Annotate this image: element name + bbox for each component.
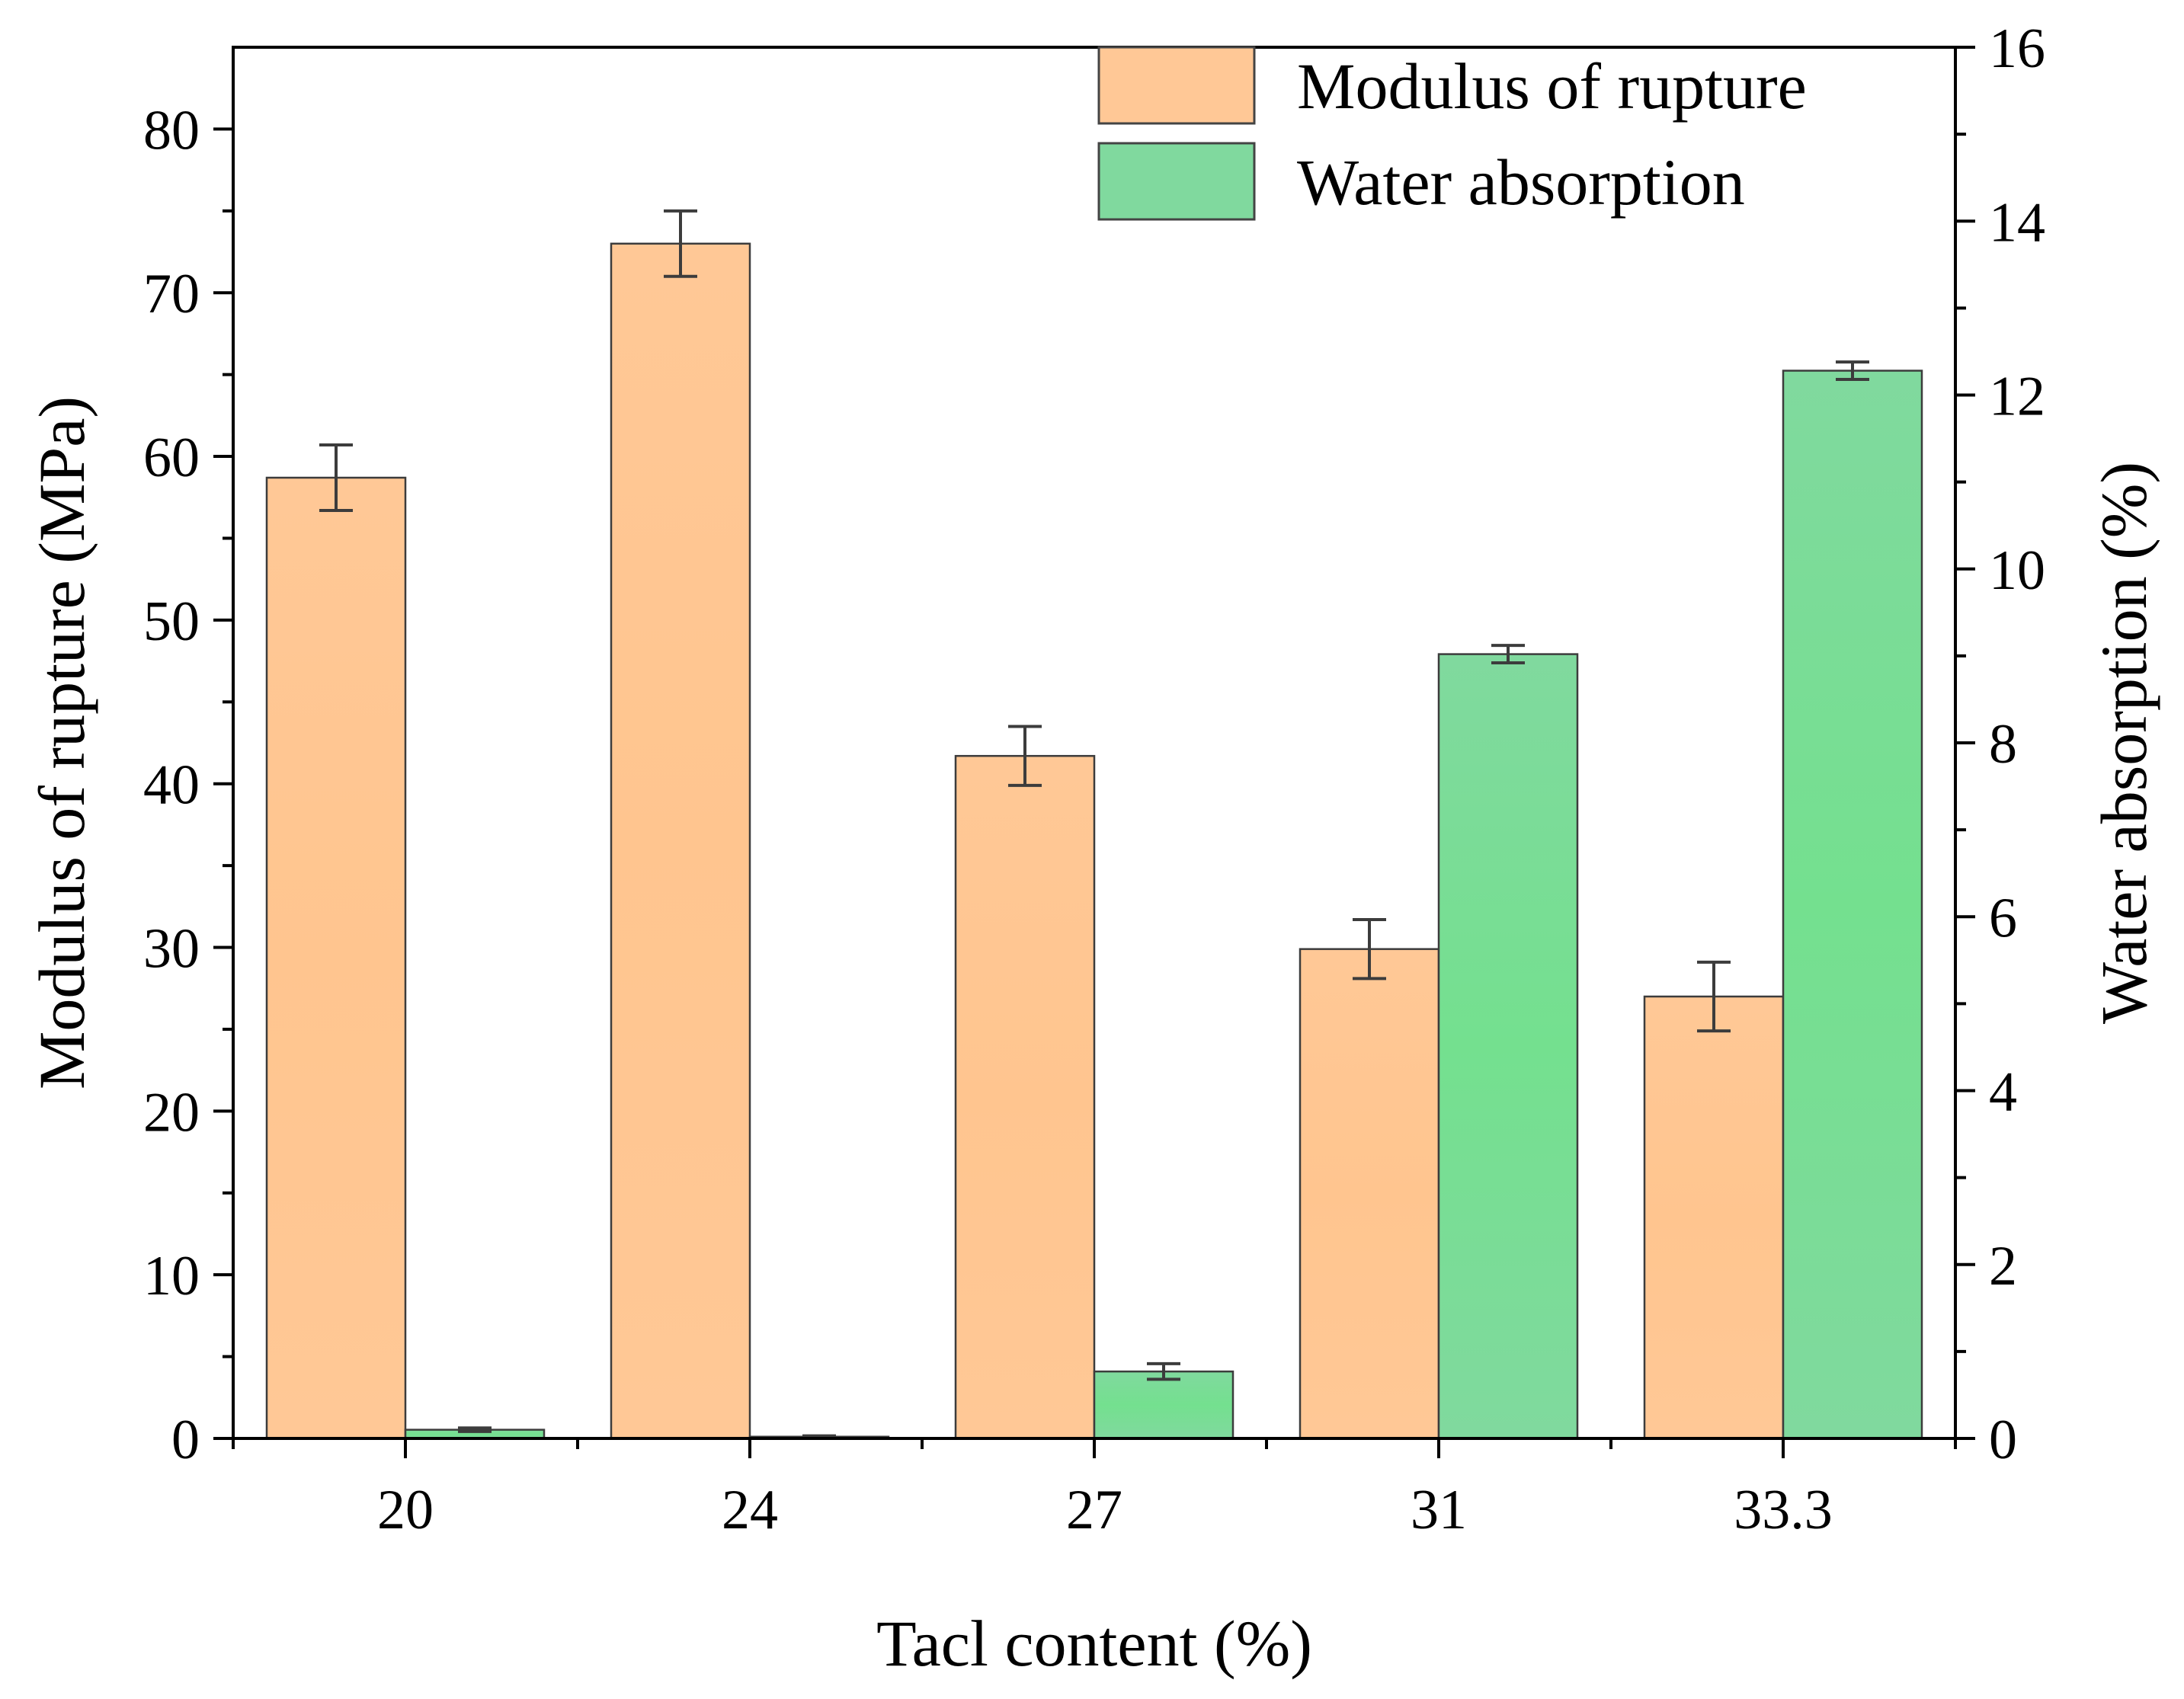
bar-modulus-20 (265, 476, 407, 1440)
y-tick-label: 0 (171, 1409, 200, 1471)
y2-tick-label: 8 (1989, 713, 2017, 776)
y2-tick-label: 0 (1989, 1409, 2017, 1471)
bar-modulus-27 (954, 754, 1096, 1440)
x-tick-label: 27 (1066, 1479, 1122, 1541)
legend: Modulus of rupture Water absorption (1097, 46, 1807, 221)
bar-water-27 (1093, 1370, 1235, 1440)
y-axis-title: Modulus of rupture (MPa) (25, 396, 98, 1089)
y-tick-label: 10 (143, 1245, 200, 1307)
y2-tick-label: 2 (1989, 1235, 2017, 1297)
y2-tick-label: 4 (1989, 1061, 2017, 1124)
x-tick-label: 33.3 (1734, 1479, 1833, 1541)
y-tick-label: 40 (143, 754, 200, 817)
y-tick-label: 30 (143, 918, 200, 981)
legend-swatch-modulus (1097, 46, 1256, 125)
y-tick-label: 80 (143, 99, 200, 162)
y2-tick-label: 12 (1989, 366, 2045, 428)
bars-layer (265, 242, 1923, 1440)
bar-modulus-31 (1299, 948, 1440, 1440)
y-tick-label: 60 (143, 427, 200, 489)
y2-tick-label: 6 (1989, 887, 2017, 949)
legend-swatch-water (1097, 142, 1256, 221)
y2-tick-label: 10 (1989, 539, 2045, 602)
bar-modulus-24 (610, 242, 751, 1440)
y2-tick-label: 16 (1989, 18, 2045, 80)
x-tick-label: 20 (377, 1479, 434, 1541)
y2-axis-title: Water absorption (%) (2087, 462, 2160, 1024)
y-tick-label: 20 (143, 1081, 200, 1144)
x-tick-label: 24 (722, 1479, 778, 1541)
legend-label-water: Water absorption (1297, 146, 1745, 219)
error-bars-layer (319, 209, 1869, 1439)
x-axis-title: Tacl content (%) (876, 1607, 1312, 1680)
bar-water-33.3 (1782, 370, 1923, 1440)
bar-water-31 (1437, 653, 1579, 1440)
x-tick-label: 31 (1411, 1479, 1467, 1541)
y-tick-label: 50 (143, 590, 200, 653)
legend-label-modulus: Modulus of rupture (1297, 50, 1807, 123)
y-tick-label: 70 (143, 263, 200, 325)
y2-tick-label: 14 (1989, 191, 2045, 254)
bar-modulus-33.3 (1643, 995, 1785, 1440)
